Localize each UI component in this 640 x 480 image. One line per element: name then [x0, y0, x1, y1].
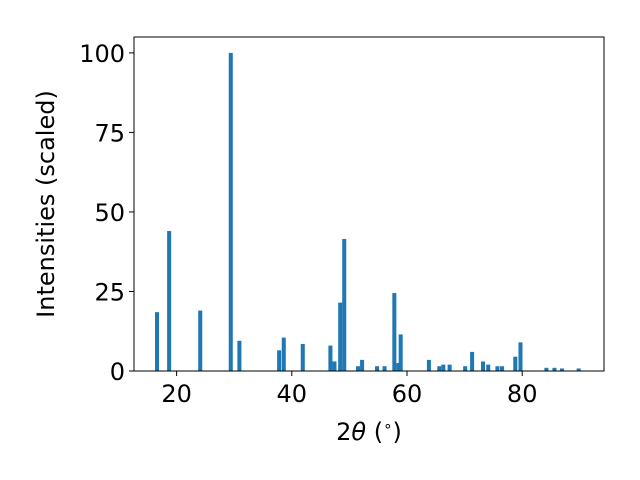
bar [332, 361, 337, 371]
bar [375, 366, 380, 371]
bar [441, 364, 446, 371]
x-axis-label: 2θ (∘) [336, 417, 402, 446]
bar [392, 293, 397, 371]
bar [277, 350, 282, 371]
bar [281, 337, 286, 371]
plot-frame [133, 36, 605, 372]
y-tick-label: 100 [79, 40, 125, 68]
bar [447, 364, 452, 371]
y-tick-label: 75 [94, 119, 125, 147]
x-tick-label: 40 [277, 380, 308, 408]
x-axis-ticks: 20 40 60 80 [161, 371, 537, 408]
y-tick-label: 50 [94, 199, 125, 227]
x-tick-label: 20 [161, 380, 192, 408]
bar [300, 343, 305, 371]
bar [486, 364, 491, 371]
bar [500, 366, 505, 371]
bar [356, 366, 361, 371]
bar [495, 366, 500, 371]
bar [544, 367, 549, 371]
bar [470, 351, 475, 371]
bar [328, 345, 333, 371]
bar [338, 302, 343, 371]
y-tick-label: 25 [94, 278, 125, 306]
bar [518, 342, 523, 371]
bar [398, 334, 403, 371]
y-axis-label: Intensities (scaled) [32, 90, 60, 318]
bar [155, 312, 160, 371]
bar [396, 363, 401, 371]
bar [342, 238, 347, 371]
bar [237, 340, 242, 371]
bar [463, 366, 468, 371]
bar [198, 310, 203, 371]
x-tick-label: 80 [507, 380, 538, 408]
bar [552, 367, 557, 371]
bar [576, 368, 581, 371]
bar [513, 356, 518, 371]
bar [559, 368, 564, 371]
y-axis-ticks: 0 25 50 75 100 [79, 40, 134, 386]
bar [426, 359, 431, 371]
y-tick-label: 0 [110, 358, 125, 386]
bar [360, 359, 365, 371]
bar [382, 366, 387, 371]
bar [437, 366, 442, 371]
bar [481, 361, 486, 371]
bar [228, 52, 233, 372]
bar-series [155, 52, 581, 372]
bar [167, 231, 172, 371]
x-tick-label: 60 [392, 380, 423, 408]
